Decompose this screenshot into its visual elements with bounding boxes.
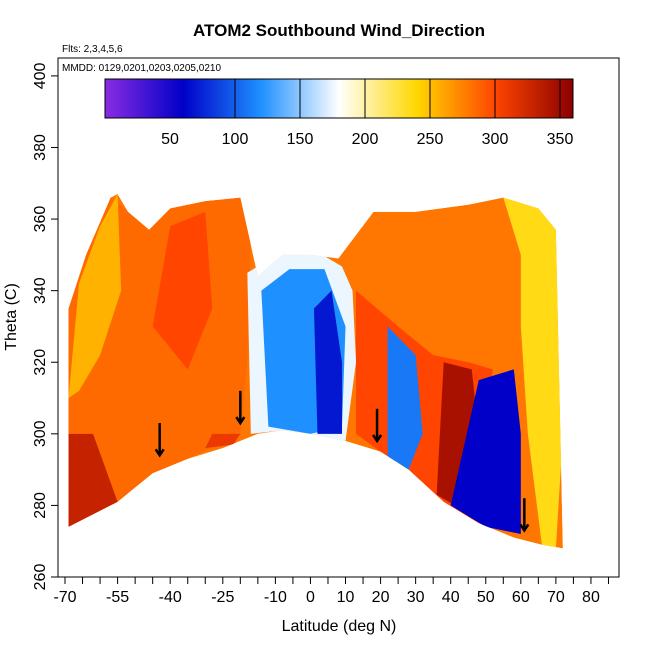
y-tick-label: 360 (32, 206, 49, 233)
x-tick-label: 70 (547, 589, 565, 606)
x-axis: -70 -55 -40 -25 -10 0 10 20 30 40 50 60 70 80 (53, 577, 609, 606)
x-tick-label: -10 (264, 589, 287, 606)
y-tick-label: 300 (32, 420, 49, 447)
direction-region-5 (313, 290, 343, 434)
x-tick-label: -40 (159, 589, 182, 606)
colorbar-tick-label: 150 (287, 131, 314, 148)
colorbar-gradient (104, 78, 574, 119)
y-tick-label: 260 (32, 564, 49, 591)
colorbar-tick-label: 100 (222, 131, 249, 148)
colorbar-tick-label: 300 (482, 131, 509, 148)
direction-region-11 (387, 326, 423, 470)
direction-region-10 (450, 369, 521, 535)
x-tick-label: 60 (512, 589, 530, 606)
field-regions (68, 194, 563, 549)
plot-frame (57, 57, 620, 578)
y-tick-label: 340 (32, 277, 49, 304)
direction-region-12 (68, 433, 118, 527)
x-tick-label: -55 (106, 589, 129, 606)
y-axis-label: Theta (C) (3, 283, 20, 351)
direction-region-1 (68, 194, 122, 399)
flight-arrow-1 (154, 423, 165, 458)
x-tick-label: 0 (306, 589, 315, 606)
colorbar-tick-label: 200 (352, 131, 379, 148)
x-tick-label: 50 (477, 589, 495, 606)
x-tick-label: 20 (372, 589, 390, 606)
y-tick-label: 320 (32, 349, 49, 376)
flight-arrow-4 (519, 498, 530, 533)
colorbar: 50 100 150 200 250 300 350 (104, 78, 574, 148)
x-tick-label: 30 (407, 589, 425, 606)
flight-arrow-2 (235, 390, 246, 426)
colorbar-tick-label: 50 (161, 131, 179, 148)
x-tick-label: 80 (582, 589, 600, 606)
colorbar-tick-label: 350 (547, 131, 574, 148)
x-axis-label: Latitude (deg N) (282, 618, 397, 635)
y-tick-label: 380 (32, 134, 49, 161)
y-tick-label: 400 (32, 62, 49, 89)
y-tick-label: 280 (32, 492, 49, 519)
x-tick-label: 10 (337, 589, 355, 606)
x-tick-label: 40 (442, 589, 460, 606)
y-axis: 260 280 300 320 340 360 380 400 (32, 62, 58, 590)
direction-region-2 (152, 211, 213, 370)
x-tick-label: -25 (211, 589, 234, 606)
direction-region-8 (503, 197, 563, 549)
chart-title: ATOM2 Southbound Wind_Direction (193, 21, 485, 40)
dates-note: MMDD: 0129,0201,0203,0205,0210 (62, 63, 221, 74)
flights-note: Flts: 2,3,4,5,6 (62, 44, 123, 55)
flight-arrows (154, 390, 530, 533)
wind-direction-field (68, 194, 563, 549)
colorbar-tick-label: 250 (417, 131, 444, 148)
x-tick-label: -70 (53, 589, 76, 606)
direction-region-13 (205, 433, 241, 449)
flight-arrow-3 (372, 408, 383, 444)
